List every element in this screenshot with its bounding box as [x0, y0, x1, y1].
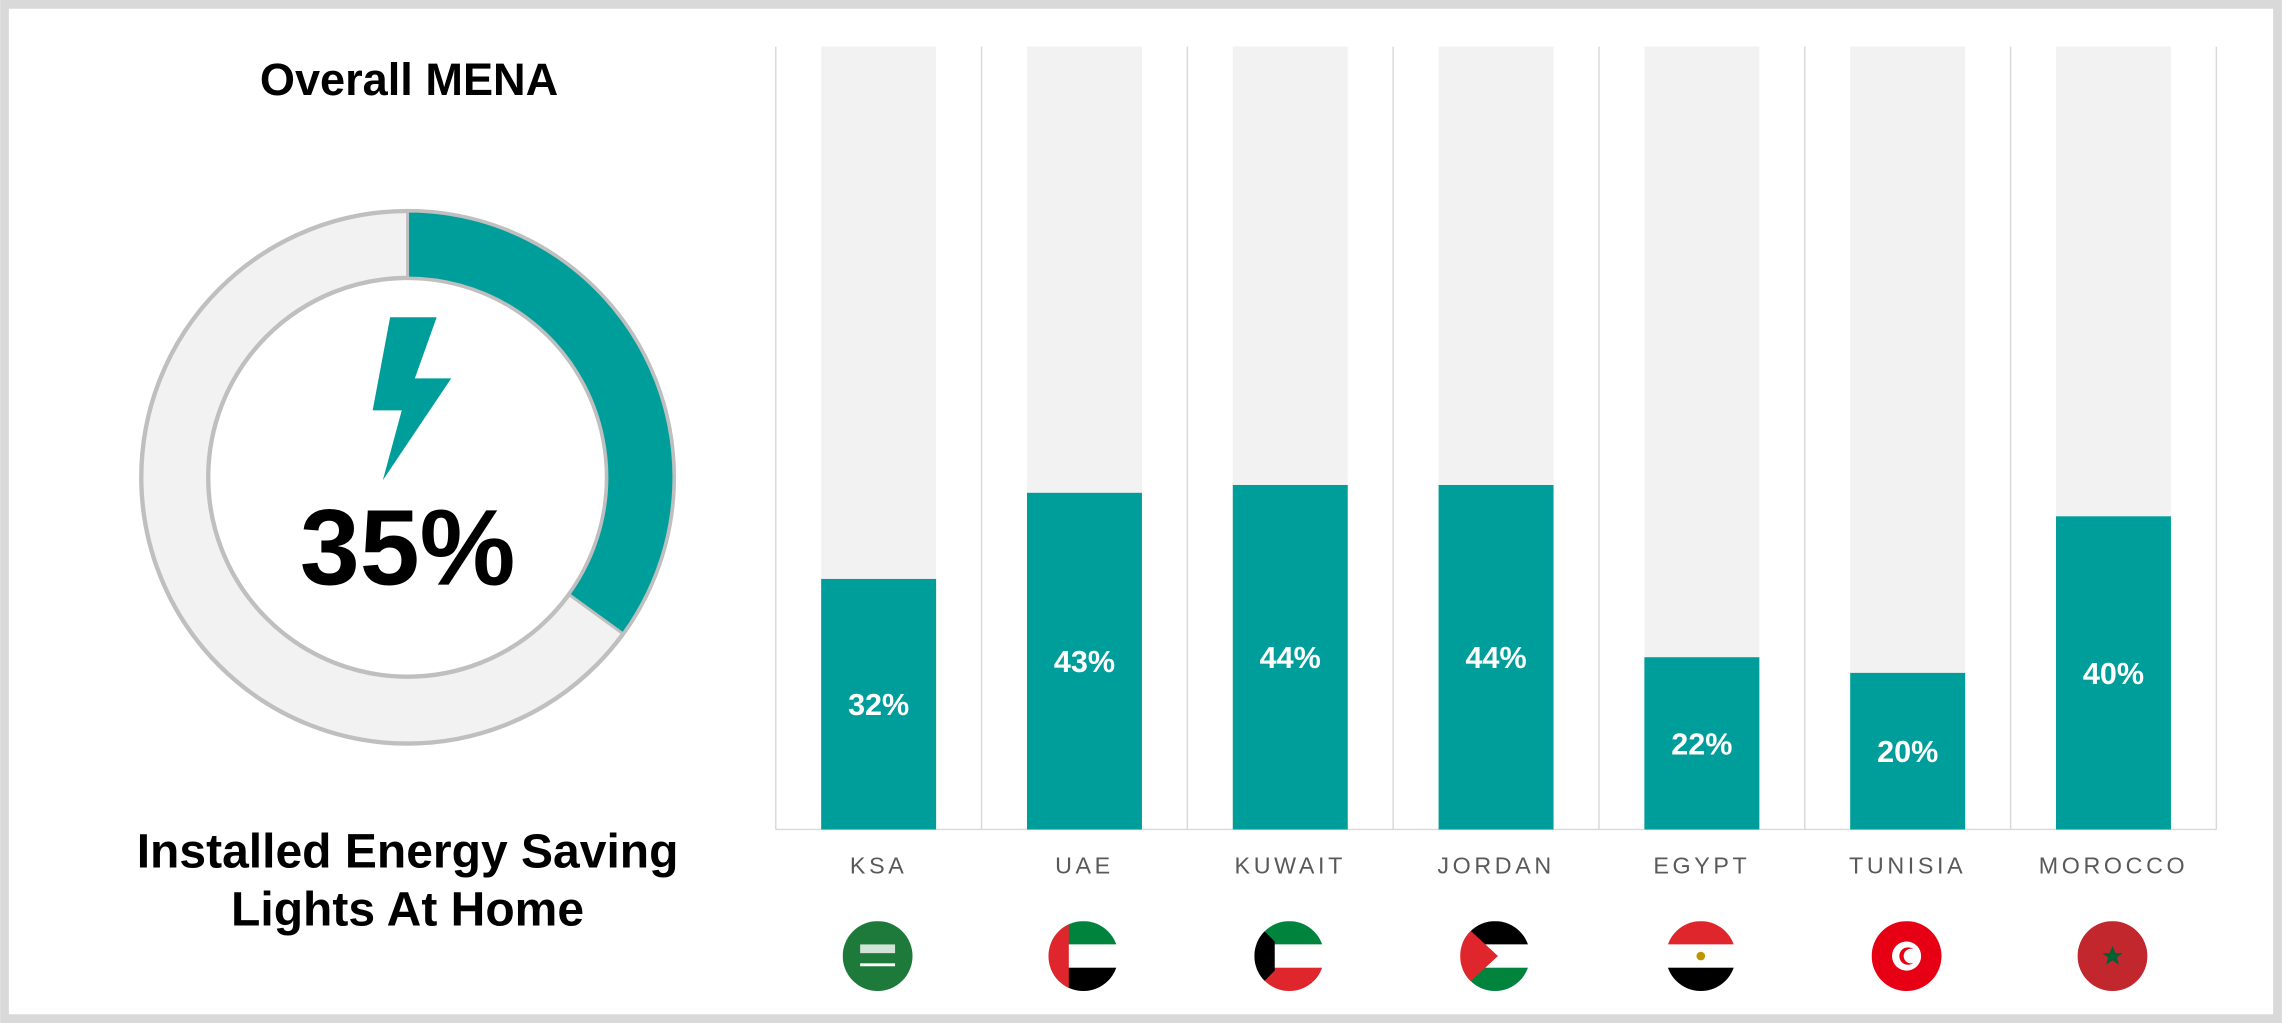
donut-value-label: 35% [300, 487, 516, 607]
donut-segment [406, 209, 676, 636]
bar [1438, 484, 1554, 830]
bar-value-label: 32% [848, 688, 909, 722]
flag-egypt [1665, 921, 1736, 991]
subtitle-box: Installed Energy Saving Lights At Home [136, 823, 679, 936]
bar-value-label: 22% [1671, 727, 1732, 761]
x-tick-label: UAE [1055, 852, 1114, 878]
x-tick-label: JORDAN [1437, 852, 1554, 878]
donut-title: Overall MENA [260, 54, 558, 105]
bar-value-label: 20% [1877, 735, 1938, 769]
flag-tunisia [1871, 921, 1942, 991]
bar [1850, 672, 1966, 830]
bar [1644, 657, 1760, 830]
bar-value-label: 43% [1054, 645, 1115, 679]
donut-subtitle: Installed Energy Saving Lights At Home [136, 823, 679, 936]
bar-chart: 32% KSA 43% UAE 44% KUWAIT 44% JORDAN 22% EGYPT 20… [775, 46, 2218, 878]
donut: 35% [139, 208, 677, 746]
x-tick-label: KUWAIT [1235, 852, 1346, 878]
bar [1232, 484, 1348, 830]
x-tick-label: KSA [850, 852, 907, 878]
flag-uae [1048, 921, 1119, 991]
flag-ksa [842, 921, 913, 991]
bar [1026, 492, 1142, 830]
x-tick-label: MOROCCO [2039, 852, 2189, 878]
x-tick-label: TUNISIA [1849, 852, 1966, 878]
x-tick-label: EGYPT [1653, 852, 1750, 878]
flag-jordan [1460, 921, 1530, 991]
flags [842, 921, 2148, 991]
bar-value-label: 44% [1465, 641, 1526, 675]
lightning-icon [372, 317, 452, 481]
bar [821, 578, 937, 830]
flag-kuwait [1254, 921, 1325, 991]
bar-value-label: 40% [2083, 657, 2144, 691]
bar [2056, 516, 2171, 830]
bar-value-label: 44% [1260, 641, 1321, 675]
flag-morocco [2077, 921, 2148, 991]
